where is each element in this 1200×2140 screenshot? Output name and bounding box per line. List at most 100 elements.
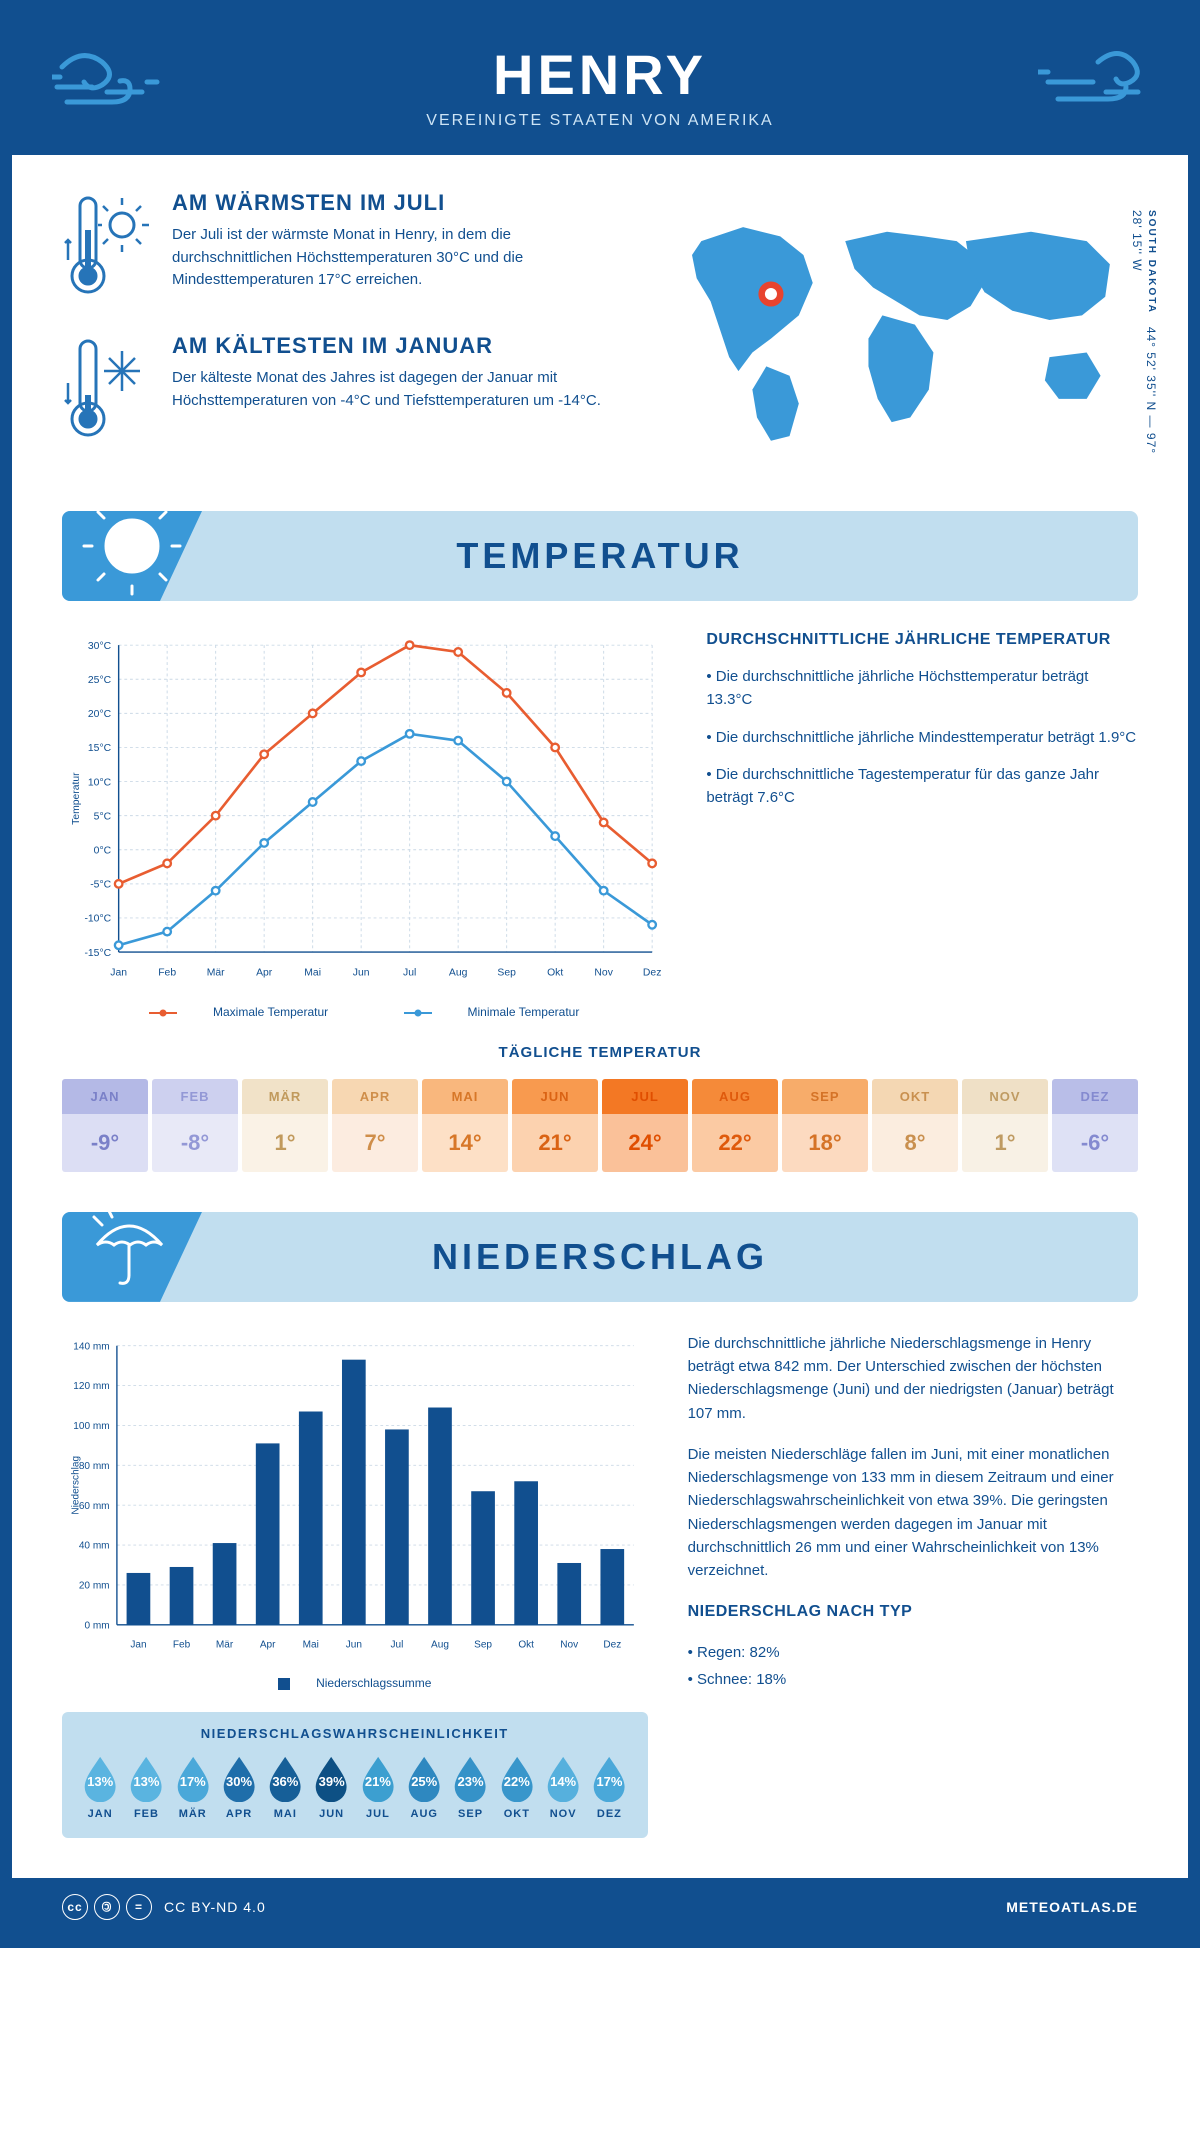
temperature-chart: -15°C-10°C-5°C0°C5°C10°C15°C20°C25°C30°C… bbox=[62, 631, 666, 1019]
svg-text:Mai: Mai bbox=[304, 968, 321, 979]
svg-text:Mär: Mär bbox=[216, 1639, 234, 1650]
prob-cell: 39%JUN bbox=[311, 1755, 351, 1819]
prob-cell: 22%OKT bbox=[497, 1755, 537, 1819]
svg-text:25°C: 25°C bbox=[88, 675, 112, 686]
svg-text:Okt: Okt bbox=[518, 1639, 534, 1650]
prob-cell: 23%SEP bbox=[450, 1755, 490, 1819]
daily-cell: JUL 24° bbox=[602, 1079, 688, 1172]
prob-cell: 14%NOV bbox=[543, 1755, 583, 1819]
daily-cell: SEP 18° bbox=[782, 1079, 868, 1172]
svg-text:Aug: Aug bbox=[449, 968, 468, 979]
warm-title: AM WÄRMSTEN IM JULI bbox=[172, 190, 605, 216]
location-marker bbox=[761, 285, 780, 304]
svg-text:Apr: Apr bbox=[260, 1639, 276, 1650]
coordinates: SOUTH DAKOTA 44° 52' 35'' N — 97° 28' 15… bbox=[1130, 210, 1158, 476]
precip-probability: NIEDERSCHLAGSWAHRSCHEINLICHKEIT 13%JAN13… bbox=[62, 1712, 648, 1837]
svg-text:Jan: Jan bbox=[110, 968, 127, 979]
daily-cell: AUG 22° bbox=[692, 1079, 778, 1172]
license-text: CC BY-ND 4.0 bbox=[164, 1899, 266, 1915]
svg-text:100 mm: 100 mm bbox=[73, 1421, 109, 1432]
daily-title: TÄGLICHE TEMPERATUR bbox=[62, 1044, 1138, 1061]
svg-text:-5°C: -5°C bbox=[90, 880, 111, 891]
svg-text:40 mm: 40 mm bbox=[79, 1541, 110, 1552]
svg-text:30°C: 30°C bbox=[88, 641, 112, 652]
prob-cell: 17%DEZ bbox=[589, 1755, 629, 1819]
svg-text:Sep: Sep bbox=[497, 968, 516, 979]
svg-text:Nov: Nov bbox=[594, 968, 613, 979]
thermometer-cold-icon bbox=[62, 333, 152, 448]
coldest-fact: AM KÄLTESTEN IM JANUAR Der kälteste Mona… bbox=[62, 333, 605, 448]
temp-info: DURCHSCHNITTLICHE JÄHRLICHE TEMPERATUR •… bbox=[706, 631, 1138, 1019]
prob-cell: 36%MAI bbox=[265, 1755, 305, 1819]
svg-text:80 mm: 80 mm bbox=[79, 1461, 110, 1472]
warm-text: Der Juli ist der wärmste Monat in Henry,… bbox=[172, 224, 605, 292]
svg-text:-10°C: -10°C bbox=[84, 914, 111, 925]
daily-cell: OKT 8° bbox=[872, 1079, 958, 1172]
svg-text:Nov: Nov bbox=[560, 1639, 578, 1650]
prob-cell: 17%MÄR bbox=[173, 1755, 213, 1819]
svg-text:20°C: 20°C bbox=[88, 709, 112, 720]
site-name: METEOATLAS.DE bbox=[1006, 1899, 1138, 1915]
svg-text:0°C: 0°C bbox=[94, 846, 112, 857]
precip-text: Die durchschnittliche jährliche Niedersc… bbox=[688, 1332, 1138, 1838]
prob-cell: 21%JUL bbox=[358, 1755, 398, 1819]
svg-text:120 mm: 120 mm bbox=[73, 1381, 109, 1392]
svg-text:Mai: Mai bbox=[303, 1639, 319, 1650]
cold-title: AM KÄLTESTEN IM JANUAR bbox=[172, 333, 605, 359]
prob-cell: 25%AUG bbox=[404, 1755, 444, 1819]
precip-section-title: NIEDERSCHLAG bbox=[432, 1236, 768, 1278]
precip-banner: NIEDERSCHLAG bbox=[62, 1212, 1138, 1302]
temp-legend: Maximale Temperatur Minimale Temperatur bbox=[62, 1005, 666, 1019]
wind-icon bbox=[52, 37, 162, 122]
cold-text: Der kälteste Monat des Jahres ist dagege… bbox=[172, 367, 605, 412]
temperature-banner: TEMPERATUR bbox=[62, 511, 1138, 601]
world-map: SOUTH DAKOTA 44° 52' 35'' N — 97° 28' 15… bbox=[645, 190, 1138, 476]
svg-text:15°C: 15°C bbox=[88, 743, 112, 754]
daily-cell: APR 7° bbox=[332, 1079, 418, 1172]
daily-cell: MAI 14° bbox=[422, 1079, 508, 1172]
cc-icons: cc🄯= bbox=[62, 1894, 152, 1920]
svg-text:140 mm: 140 mm bbox=[73, 1341, 109, 1352]
daily-cell: JAN -9° bbox=[62, 1079, 148, 1172]
daily-cell: NOV 1° bbox=[962, 1079, 1048, 1172]
svg-text:Niederschlag: Niederschlag bbox=[70, 1456, 81, 1515]
svg-text:Aug: Aug bbox=[431, 1639, 449, 1650]
svg-text:Mär: Mär bbox=[207, 968, 225, 979]
daily-temp-table: JAN -9°FEB -8°MÄR 1°APR 7°MAI 14°JUN 21°… bbox=[62, 1079, 1138, 1172]
svg-text:Apr: Apr bbox=[256, 968, 273, 979]
prob-cell: 13%JAN bbox=[80, 1755, 120, 1819]
svg-text:Dez: Dez bbox=[643, 968, 661, 979]
prob-cell: 13%FEB bbox=[126, 1755, 166, 1819]
svg-text:10°C: 10°C bbox=[88, 777, 112, 788]
daily-cell: DEZ -6° bbox=[1052, 1079, 1138, 1172]
page-subtitle: VEREINIGTE STAATEN VON AMERIKA bbox=[62, 112, 1138, 130]
precip-chart: 0 mm 20 mm 40 mm 60 mm 80 mm 100 mm 120 mm 140 … bbox=[62, 1332, 648, 1690]
page-title: HENRY bbox=[62, 42, 1138, 107]
svg-text:Jun: Jun bbox=[353, 968, 370, 979]
svg-text:Jan: Jan bbox=[130, 1639, 146, 1650]
svg-text:Jun: Jun bbox=[346, 1639, 362, 1650]
header: HENRY VEREINIGTE STAATEN VON AMERIKA bbox=[12, 12, 1188, 155]
svg-text:20 mm: 20 mm bbox=[79, 1580, 110, 1591]
prob-cell: 30%APR bbox=[219, 1755, 259, 1819]
svg-text:0 mm: 0 mm bbox=[84, 1620, 109, 1631]
svg-text:Temperatur: Temperatur bbox=[71, 772, 82, 825]
svg-text:Dez: Dez bbox=[603, 1639, 621, 1650]
svg-text:Jul: Jul bbox=[390, 1639, 403, 1650]
wind-icon bbox=[1038, 37, 1148, 122]
temp-section-title: TEMPERATUR bbox=[456, 535, 743, 577]
svg-text:Sep: Sep bbox=[474, 1639, 492, 1650]
footer: cc🄯= CC BY-ND 4.0 METEOATLAS.DE bbox=[12, 1878, 1188, 1936]
daily-cell: FEB -8° bbox=[152, 1079, 238, 1172]
svg-text:Feb: Feb bbox=[158, 968, 176, 979]
svg-text:5°C: 5°C bbox=[94, 811, 112, 822]
thermometer-warm-icon bbox=[62, 190, 152, 305]
svg-text:Feb: Feb bbox=[173, 1639, 191, 1650]
svg-text:Jul: Jul bbox=[403, 968, 416, 979]
daily-cell: MÄR 1° bbox=[242, 1079, 328, 1172]
daily-cell: JUN 21° bbox=[512, 1079, 598, 1172]
precip-legend: Niederschlagssumme bbox=[62, 1676, 648, 1690]
warmest-fact: AM WÄRMSTEN IM JULI Der Juli ist der wär… bbox=[62, 190, 605, 305]
svg-text:60 mm: 60 mm bbox=[79, 1501, 110, 1512]
svg-text:Okt: Okt bbox=[547, 968, 563, 979]
